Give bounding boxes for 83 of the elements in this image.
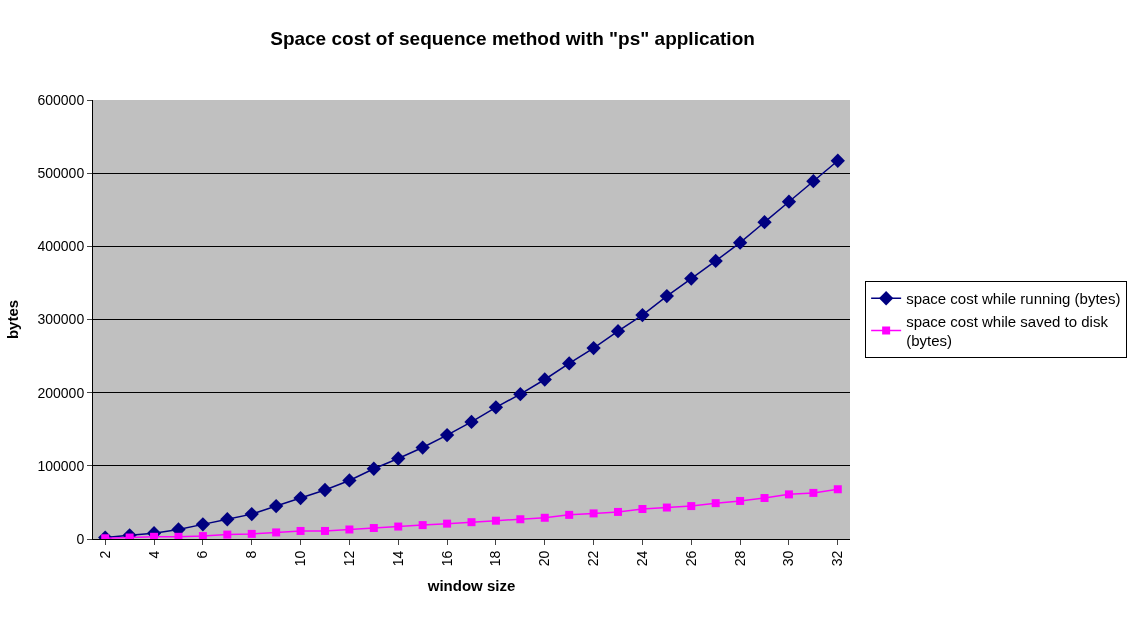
point — [439, 427, 455, 443]
y-tick-label: 500000 — [37, 165, 85, 182]
point — [491, 516, 500, 525]
x-tick-label: 30 — [780, 550, 797, 567]
point — [516, 515, 525, 524]
point — [830, 153, 845, 168]
point — [418, 521, 427, 530]
point — [711, 499, 720, 508]
x-tick-label: 16 — [438, 550, 455, 567]
point — [443, 519, 452, 528]
point — [342, 473, 357, 488]
x-tick-label: 14 — [389, 550, 406, 567]
y-tick-label: 100000 — [37, 457, 85, 474]
point — [537, 372, 552, 387]
x-tick-label: 12 — [340, 550, 357, 567]
legend-label: space cost while running (bytes) — [906, 290, 1121, 308]
point — [565, 510, 574, 519]
point — [247, 529, 256, 538]
point — [467, 518, 476, 527]
x-tick-label: 4 — [145, 550, 162, 559]
point — [345, 525, 354, 534]
point — [589, 509, 598, 518]
point — [320, 526, 329, 535]
point — [635, 307, 650, 323]
point — [760, 494, 769, 503]
x-tick-label: 2 — [96, 550, 113, 559]
x-tick-label: 8 — [243, 550, 260, 559]
point — [809, 488, 818, 497]
point — [174, 532, 183, 539]
point — [223, 530, 232, 539]
x-tick-label: 18 — [487, 550, 504, 567]
point — [732, 235, 748, 250]
x-tick-label: 10 — [292, 550, 309, 567]
point — [366, 461, 381, 476]
x-tick-label: 28 — [731, 550, 748, 567]
y-axis-title: bytes — [3, 299, 21, 340]
point — [195, 517, 211, 532]
legend-label: space cost while saved to disk (bytes) — [906, 312, 1109, 350]
point — [610, 324, 626, 339]
y-tick-label: 600000 — [37, 91, 85, 108]
point — [540, 513, 549, 522]
point — [806, 174, 821, 189]
point — [391, 451, 406, 466]
point — [269, 498, 284, 514]
point — [833, 485, 842, 494]
point — [562, 356, 577, 371]
y-tick-label: 400000 — [37, 238, 85, 255]
x-tick-label: 22 — [585, 550, 602, 567]
point — [614, 507, 623, 516]
point — [659, 288, 674, 304]
x-axis-title: window size — [426, 577, 516, 595]
x-tick-label: 26 — [682, 550, 699, 567]
point — [464, 414, 479, 430]
point — [662, 503, 671, 512]
point — [638, 505, 647, 513]
point — [394, 522, 403, 531]
point — [757, 215, 772, 230]
point — [781, 194, 797, 209]
y-tick-label: 0 — [76, 530, 85, 547]
point — [586, 340, 601, 356]
x-tick-label: 32 — [829, 550, 846, 567]
point — [488, 400, 504, 415]
point — [687, 502, 696, 511]
x-tick-label: 24 — [633, 550, 650, 567]
y-tick-label: 300000 — [37, 311, 85, 328]
point — [272, 528, 281, 537]
point — [293, 490, 308, 506]
point — [198, 532, 207, 539]
x-tick-label: 20 — [536, 550, 553, 567]
point — [513, 386, 528, 402]
point — [296, 526, 305, 535]
x-tick-label: 6 — [194, 550, 211, 559]
point — [244, 506, 259, 522]
point — [736, 496, 745, 505]
y-tick-label: 200000 — [37, 384, 85, 401]
point — [220, 512, 235, 527]
point — [784, 490, 793, 499]
chart-title: Space cost of sequence method with "ps" application — [270, 28, 755, 49]
point — [317, 482, 333, 498]
point — [684, 271, 699, 286]
point — [708, 253, 723, 269]
point — [369, 524, 378, 533]
point — [415, 440, 430, 455]
